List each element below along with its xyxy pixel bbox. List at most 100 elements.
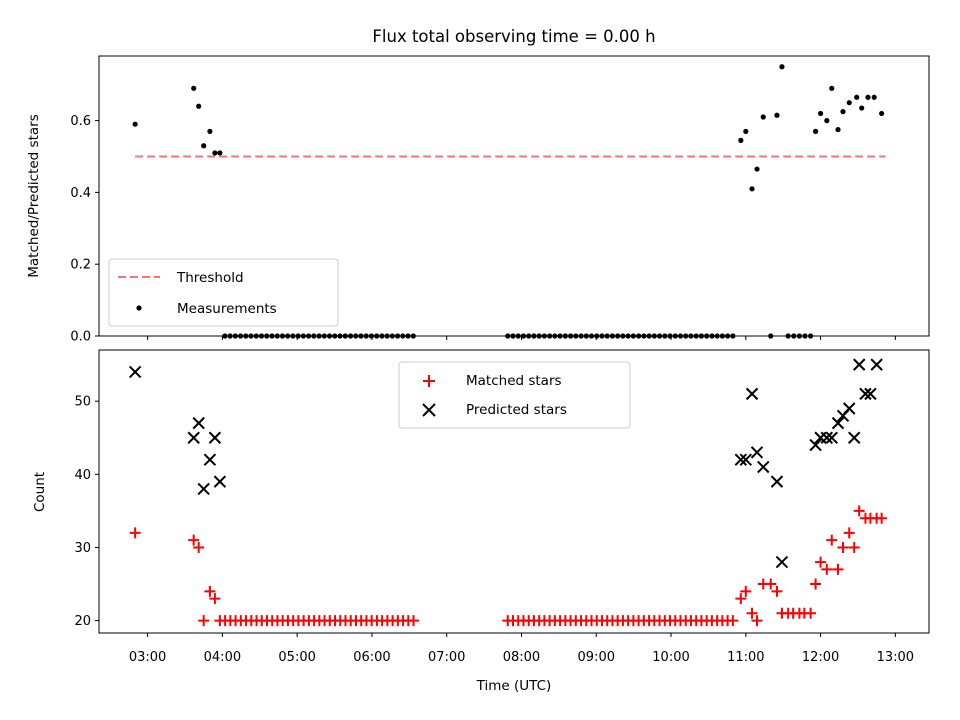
predicted-star-marker	[750, 446, 764, 459]
matched-star-marker	[204, 585, 216, 597]
measurement-point	[693, 333, 699, 339]
predicted-star-marker	[859, 387, 872, 401]
measurement-point	[547, 333, 553, 339]
measurement-point	[279, 333, 286, 339]
measurement-point	[749, 186, 755, 192]
predicted-star-marker	[208, 431, 222, 444]
matched-star-marker	[832, 563, 844, 575]
matched-star-marker	[815, 556, 827, 568]
measurement-point	[258, 333, 265, 339]
measurement-point	[410, 333, 416, 339]
predicted-star-marker	[825, 431, 839, 444]
measurement-point	[599, 333, 605, 339]
matched-star-marker	[188, 534, 200, 546]
measurement-point	[698, 333, 705, 339]
legend-predicted-swatch	[422, 403, 436, 417]
x-tick-label: 09:00	[578, 650, 615, 665]
predicted-star-marker	[820, 431, 834, 444]
measurement-point	[536, 333, 542, 339]
predicted-stars-points	[128, 358, 883, 569]
legend-matched-label: Matched stars	[466, 373, 562, 389]
predicted-star-marker	[757, 460, 770, 474]
measurement-point	[384, 333, 390, 339]
measurement-point	[353, 333, 359, 339]
measurement-point	[274, 333, 280, 339]
measurement-point	[316, 333, 322, 339]
matched-stars-points	[129, 505, 888, 627]
measurement-point	[578, 333, 584, 339]
measurement-point	[846, 100, 852, 106]
x-tick-label: 11:00	[727, 650, 764, 665]
x-tick-label: 12:00	[802, 650, 839, 665]
measurement-point	[196, 103, 202, 109]
x-tick-label: 07:00	[428, 650, 465, 665]
measurement-point	[656, 333, 663, 339]
chart-title: Flux total observing time = 0.00 h	[372, 27, 655, 46]
star-count-legend-box	[398, 361, 631, 429]
measurement-point	[132, 121, 138, 127]
measurement-point	[672, 333, 678, 339]
matched-star-marker	[751, 615, 763, 627]
x-tick-label: 03:00	[129, 650, 166, 665]
measurement-point	[791, 333, 797, 339]
measurement-point	[704, 333, 710, 339]
measurement-point	[191, 85, 197, 91]
measurement-point	[222, 333, 228, 339]
measurement-point	[651, 333, 657, 339]
matched-star-marker	[805, 607, 817, 619]
measurement-point	[609, 333, 616, 339]
measurement-point	[604, 333, 610, 339]
flux-ratio-y-ticks: 0.0 0.2 0.4 0.6	[70, 114, 99, 345]
predicted-star-marker	[213, 475, 227, 488]
matched-star-marker	[810, 578, 822, 590]
measurement-point	[248, 333, 254, 339]
predicted-star-marker	[770, 475, 784, 488]
measurement-point	[620, 333, 626, 339]
measurement-point	[217, 150, 223, 156]
matched-star-marker	[727, 615, 739, 627]
matched-star-marker	[765, 578, 777, 590]
measurement-point	[337, 333, 343, 339]
measurement-point	[264, 333, 270, 339]
measurement-points	[132, 64, 885, 339]
measurement-point	[594, 333, 600, 339]
predicted-star-marker	[203, 453, 217, 466]
measurement-point	[829, 85, 835, 91]
predicted-star-marker	[853, 358, 866, 371]
measurement-point	[295, 333, 301, 339]
matched-star-marker	[746, 607, 758, 619]
star-count-y-ticks: 20 30 40 50	[74, 395, 99, 629]
predicted-star-marker	[187, 431, 200, 444]
measurement-point	[738, 137, 744, 143]
measurement-point	[207, 128, 213, 134]
predicted-star-marker	[745, 387, 759, 401]
measurement-point	[520, 333, 527, 339]
matched-star-marker	[209, 593, 221, 605]
measurement-point	[405, 333, 411, 339]
measurement-point	[625, 333, 631, 339]
measurement-point	[526, 333, 532, 339]
measurement-point	[368, 333, 375, 339]
measurement-point	[824, 118, 830, 124]
measurement-point	[871, 94, 877, 100]
measurement-point	[725, 333, 731, 339]
predicted-star-marker	[809, 438, 822, 452]
measurement-point	[269, 333, 275, 339]
measurement-point	[374, 333, 380, 339]
measurement-point	[808, 333, 814, 339]
measurement-point	[785, 333, 791, 339]
predicted-star-marker	[128, 365, 142, 379]
measurement-point	[306, 333, 312, 339]
measurement-point	[812, 128, 819, 134]
measurement-point	[840, 109, 846, 115]
star-count-axes-frame	[98, 349, 930, 634]
measurement-point	[237, 333, 244, 339]
matched-star-marker	[740, 585, 752, 597]
measurement-point	[347, 333, 354, 339]
measurement-point	[754, 166, 760, 172]
measurement-point	[719, 333, 725, 339]
measurement-point	[567, 333, 574, 339]
measurement-point	[311, 333, 317, 339]
y-tick-label: 20	[74, 614, 91, 629]
y-tick-label: 0.4	[70, 186, 91, 201]
